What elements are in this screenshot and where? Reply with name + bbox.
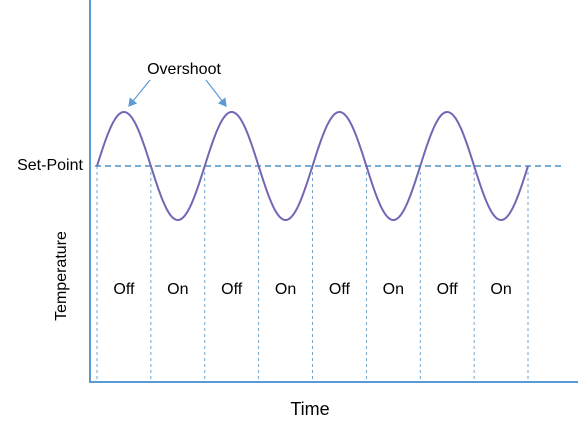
phase-label: Off: [437, 281, 459, 298]
arrow: [205, 79, 227, 107]
phase-label: On: [167, 281, 188, 298]
arrow: [128, 79, 151, 107]
phase-labels: Off On Off On Off On Off On: [113, 281, 511, 298]
phase-label: Off: [221, 281, 243, 298]
phase-label: On: [490, 281, 511, 298]
setpoint-label: Set-Point: [17, 157, 83, 174]
overshoot-label: Overshoot: [147, 61, 221, 78]
x-axis-label: Time: [290, 399, 329, 419]
phase-label: Off: [329, 281, 351, 298]
phase-label: On: [275, 281, 296, 298]
temperature-wave: [96, 110, 529, 222]
phase-label: Off: [113, 281, 135, 298]
phase-dividers: [96, 166, 529, 382]
y-axis-label: Temperature: [53, 231, 70, 321]
phase-label: On: [383, 281, 404, 298]
